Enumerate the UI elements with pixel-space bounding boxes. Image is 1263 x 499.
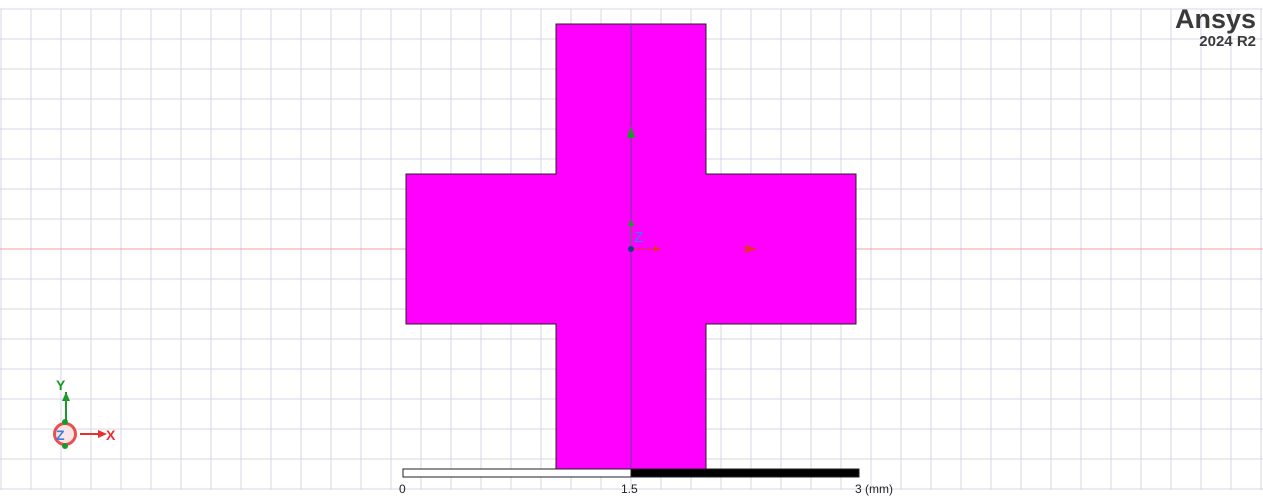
origin-coordinate-system-icon [628,219,661,252]
triad-y-label: Y [56,377,66,393]
axis-triad [53,392,107,449]
scale-label-end: 3 (mm) [855,482,893,496]
brand-name: Ansys [1174,4,1256,34]
origin-z-label: Z [634,229,644,246]
ansys-branding: Ansys 2024 R2 [1174,4,1256,50]
x-direction-arrow-icon [745,245,757,253]
scale-label-mid: 1.5 [621,482,638,496]
brand-version: 2024 R2 [1199,33,1256,50]
scale-bar [402,468,860,478]
scale-label-start: 0 [399,482,406,496]
y-direction-arrow-icon [627,126,635,138]
triad-z-label: Z [56,427,65,443]
triad-x-label: X [106,427,116,443]
